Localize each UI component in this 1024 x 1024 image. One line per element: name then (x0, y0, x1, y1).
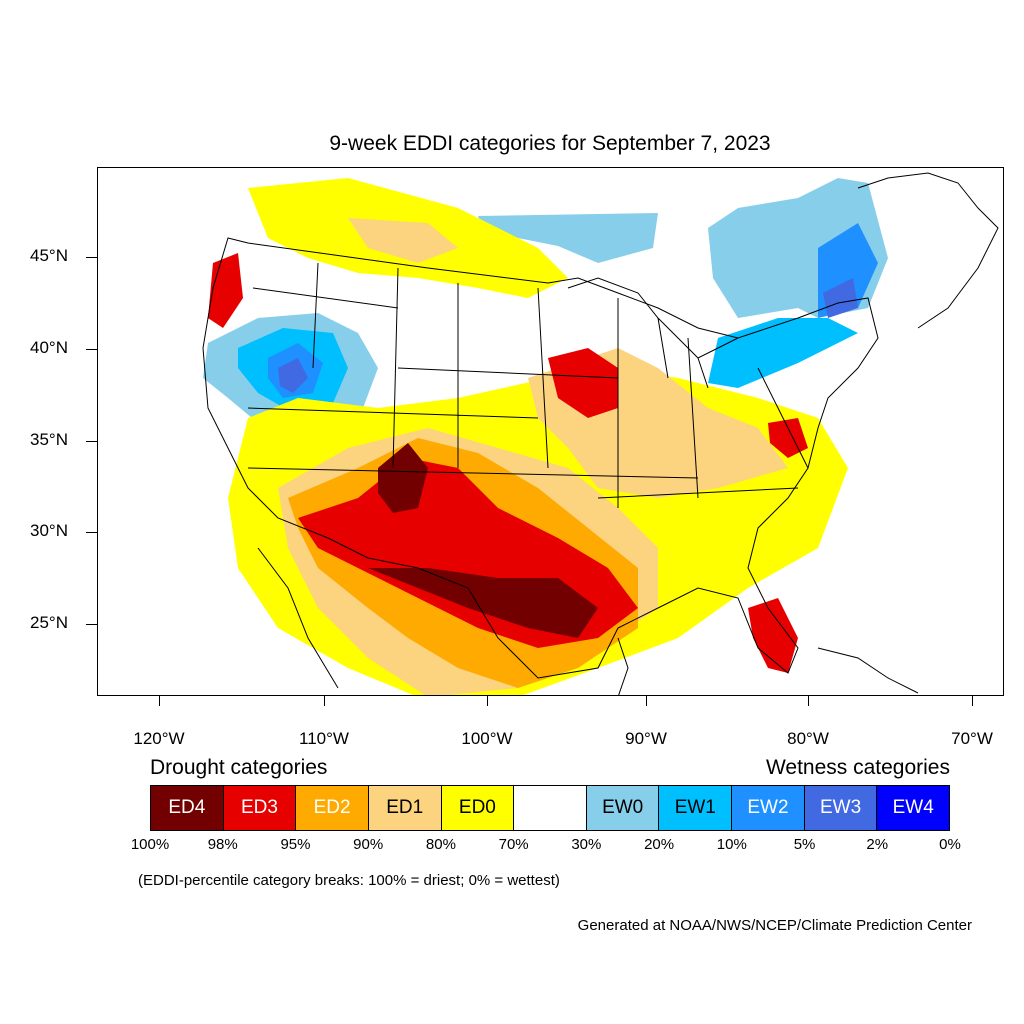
ed3-pacific-nw (208, 253, 243, 328)
ed1-montana (348, 218, 458, 263)
percentile-label: 80% (425, 836, 456, 853)
legend-label-ed0: ED0 (458, 797, 496, 818)
legend-box-ew1: EW1 (659, 786, 733, 830)
legend-label-ed3: ED3 (240, 797, 278, 818)
legend-box-ew4: EW4 (877, 786, 950, 830)
map-title: 9-week EDDI categories for September 7, … (329, 132, 771, 155)
lon-tick (646, 696, 647, 706)
map-canvas (202, 172, 999, 695)
legend-color-bar: ED4 ED3 ED2 ED1 ED0 EW0 EW1 EW2 EW3 EW4 (150, 785, 950, 831)
lat-tick (86, 257, 97, 258)
wet-utah-core (278, 358, 308, 393)
percentile-label: 20% (644, 836, 675, 853)
legend-box-ed4: ED4 (151, 786, 224, 830)
lon-tick (159, 696, 160, 706)
legend-box-ew0: EW0 (586, 786, 660, 830)
lat-tick (86, 441, 97, 442)
percentile-label: 2% (866, 836, 889, 853)
percentile-label: 10% (716, 836, 747, 853)
lat-label-45: 45°N (30, 246, 68, 265)
legend-label-ed2: ED2 (313, 797, 351, 818)
state-lines (247, 262, 809, 508)
lon-label-80: 80°W (787, 729, 829, 748)
eddi-map (97, 167, 1004, 696)
legend-label-ew3: EW3 (819, 797, 862, 818)
ed4-new-mexico (378, 443, 428, 513)
lon-label-70: 70°W (951, 729, 993, 748)
lat-tick (86, 624, 97, 625)
wetness-categories-title: Wetness categories (765, 756, 950, 779)
percentile-label: 70% (498, 836, 529, 853)
lon-label-120: 120°W (133, 729, 185, 748)
wet-quebec-core (823, 278, 858, 318)
great-lakes (567, 277, 739, 389)
cuba (817, 647, 919, 694)
credit-line: Generated at NOAA/NWS/NCEP/Climate Predi… (577, 917, 972, 934)
ed4-texas (368, 568, 598, 638)
lon-label-90: 90°W (625, 729, 667, 748)
legend-box-ew2: EW2 (732, 786, 805, 830)
lat-label-30: 30°N (30, 521, 68, 540)
mexico-coast (257, 547, 629, 695)
legend-box-ew3: EW3 (804, 786, 878, 830)
lon-tick (324, 696, 325, 706)
lat-label-35: 35°N (30, 430, 68, 449)
lon-tick (972, 696, 973, 706)
percentile-label: 100% (130, 836, 170, 853)
lon-label-100: 100°W (461, 729, 513, 748)
percentile-label: 5% (793, 836, 816, 853)
ed3-florida (748, 598, 798, 673)
percentile-label: 90% (353, 836, 384, 853)
wet-new-york (708, 318, 858, 388)
legend-label-ew1: EW1 (674, 797, 716, 818)
category-breaks-note: (EDDI-percentile category breaks: 100% =… (138, 872, 560, 889)
percentile-label: 0% (939, 836, 961, 853)
lon-label-110: 110°W (299, 729, 349, 748)
drought-regions (208, 178, 848, 695)
lat-label-40: 40°N (30, 338, 68, 357)
legend-label-ed1: ED1 (386, 797, 424, 818)
lat-tick (86, 349, 97, 350)
percentile-label: 98% (207, 836, 238, 853)
us-outline (202, 237, 879, 679)
percentile-label: 95% (280, 836, 311, 853)
ed3-iowa (548, 348, 618, 418)
legend-box-ed2: ED2 (296, 786, 369, 830)
percentile-label: 30% (571, 836, 602, 853)
legend-label-ew2: EW2 (747, 797, 789, 818)
lon-tick (487, 696, 488, 706)
lon-tick (808, 696, 809, 706)
boundaries (202, 172, 999, 695)
legend-box-ed1: ED1 (368, 786, 442, 830)
legend-label-ed4: ED4 (168, 797, 206, 818)
legend-box-ed3: ED3 (223, 786, 297, 830)
drought-categories-title: Drought categories (150, 756, 328, 779)
legend-label-ew4: EW4 (892, 797, 934, 818)
legend-box-neutral (514, 786, 587, 830)
legend-label-ew0: EW0 (602, 797, 644, 818)
canada-coast (857, 172, 999, 329)
wet-great-lakes-canada (478, 213, 658, 263)
legend-box-ed0: ED0 (441, 786, 515, 830)
lat-label-25: 25°N (30, 613, 68, 632)
lat-tick (86, 532, 97, 533)
